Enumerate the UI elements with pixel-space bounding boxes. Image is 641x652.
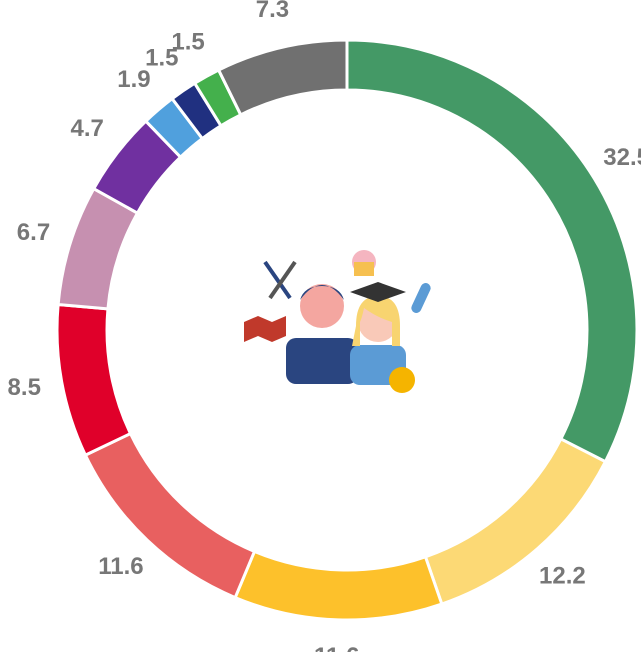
donut-segment (219, 40, 347, 115)
donut-segment (347, 40, 637, 462)
donut-segment (235, 551, 442, 620)
data-label: 11.6 (314, 643, 359, 652)
data-label: 11.6 (98, 553, 143, 580)
page: 32.512.211.611.68.56.74.71.91.51.57.3 ((… (0, 0, 641, 652)
data-label: 7.3 (256, 0, 289, 23)
data-label: 12.2 (539, 563, 586, 590)
donut-segment (57, 305, 130, 456)
data-label: 6.7 (17, 219, 50, 246)
data-label: 1.5 (171, 28, 204, 55)
data-label: 4.7 (71, 115, 104, 142)
chart: 32.512.211.611.68.56.74.71.91.51.57.3 (0, 0, 641, 652)
data-label: 8.5 (8, 374, 41, 401)
center-icon (244, 250, 432, 393)
data-label: 32.5 (603, 144, 641, 171)
